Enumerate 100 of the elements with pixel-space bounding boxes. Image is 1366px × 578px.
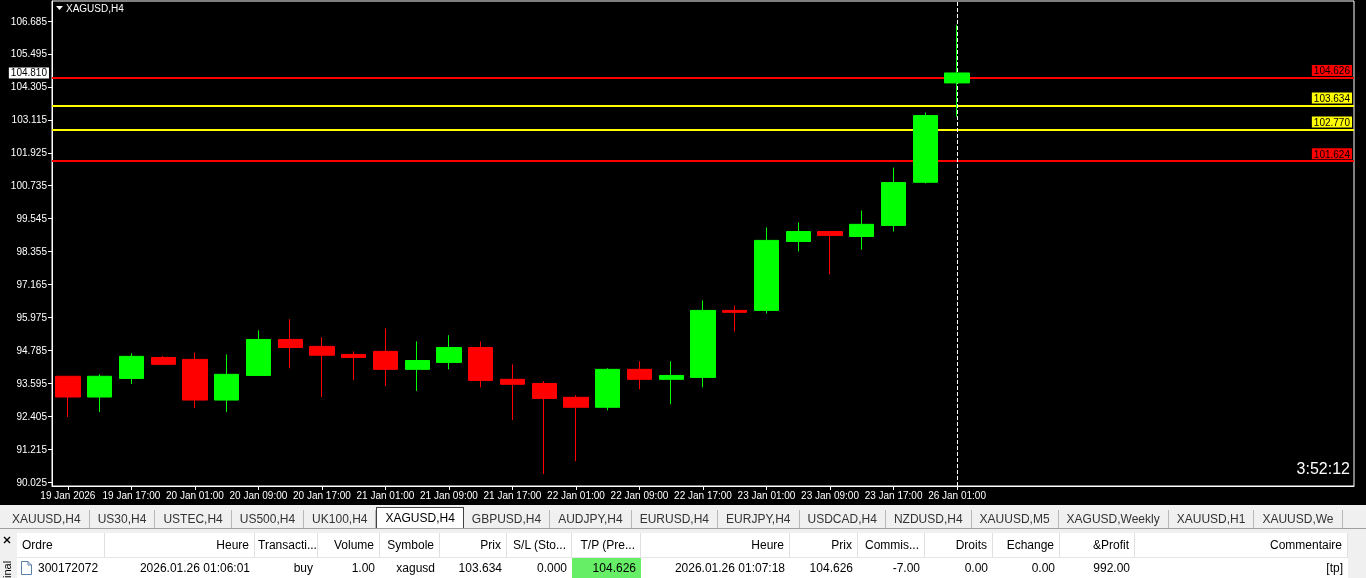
text: &Profit bbox=[1060, 533, 1135, 557]
x-tick-label: 26 Jan 01:00 bbox=[928, 489, 987, 501]
y-tick-label: 101.925 bbox=[10, 147, 48, 159]
text: AUDJPY,H4 bbox=[550, 510, 632, 528]
text: XAUUSD,H4 bbox=[4, 510, 90, 528]
y-tick-label: 98.355 bbox=[16, 246, 48, 258]
y-tick-label: 90.025 bbox=[16, 476, 48, 488]
text: 103.634 bbox=[440, 558, 507, 578]
x-tick-label: 23 Jan 01:00 bbox=[737, 489, 796, 501]
ref-line-label: 102.770 bbox=[1313, 116, 1351, 128]
text: Prix bbox=[440, 533, 507, 557]
text: 3:52:12 bbox=[1296, 459, 1351, 477]
candlestick bbox=[944, 24, 970, 118]
text: USDCAD,H4 bbox=[799, 510, 886, 528]
text: XAUUSD,M5 bbox=[971, 510, 1059, 528]
x-tick-label: 21 Jan 17:00 bbox=[483, 489, 542, 501]
text: EURJPY,H4 bbox=[718, 510, 800, 528]
y-tick-label: 92.405 bbox=[16, 410, 48, 422]
candlestick bbox=[405, 340, 430, 392]
candlestick bbox=[182, 351, 208, 409]
candlestick bbox=[913, 112, 938, 184]
x-tick-label: 23 Jan 09:00 bbox=[801, 489, 860, 501]
text: T/P (Pre... bbox=[572, 533, 641, 557]
text: 104.810 bbox=[10, 67, 48, 79]
candlestick bbox=[500, 363, 525, 421]
y-tick-label: 103.115 bbox=[11, 114, 48, 126]
x-tick-label: 23 Jan 17:00 bbox=[864, 489, 923, 501]
text: 2026.01.26 01:07:18 bbox=[641, 558, 790, 578]
text: -7.00 bbox=[858, 558, 925, 578]
text: xagusd bbox=[380, 558, 440, 578]
text: 104.626 bbox=[572, 558, 641, 578]
text: Transacti... bbox=[255, 533, 318, 557]
text: Heure bbox=[105, 533, 255, 557]
x-tick-label: 19 Jan 17:00 bbox=[102, 489, 161, 501]
candlestick bbox=[627, 360, 652, 390]
y-tick-label: 99.545 bbox=[16, 213, 48, 225]
text: 300172072 bbox=[17, 558, 105, 578]
ref-line-label: 101.624 bbox=[1313, 148, 1351, 160]
text: US500,H4 bbox=[231, 510, 305, 528]
candlestick bbox=[278, 318, 303, 369]
candlestick bbox=[595, 367, 620, 411]
x-tick-label: 21 Jan 01:00 bbox=[356, 489, 415, 501]
ref-line-label: 104.626 bbox=[1313, 65, 1351, 77]
text: 0.000 bbox=[507, 558, 572, 578]
x-tick-label: 20 Jan 01:00 bbox=[165, 489, 225, 501]
text: buy bbox=[255, 558, 318, 578]
candlestick bbox=[214, 353, 239, 413]
text: Commentaire bbox=[1135, 533, 1348, 557]
x-tick-label: 21 Jan 09:00 bbox=[420, 489, 479, 501]
y-tick-label: 106.685 bbox=[10, 15, 48, 27]
text: Volume bbox=[318, 533, 380, 557]
text: Echange bbox=[993, 533, 1060, 557]
text: US30,H4 bbox=[89, 510, 156, 528]
chart-title: XAGUSD,H4 bbox=[66, 2, 125, 14]
text: XAGUSD,Weekly bbox=[1058, 510, 1169, 528]
text: 0.00 bbox=[993, 558, 1060, 578]
y-tick-label: 93.595 bbox=[16, 377, 48, 389]
y-tick-label: 94.785 bbox=[16, 344, 48, 356]
y-tick-label: 100.735 bbox=[10, 180, 48, 192]
candlestick bbox=[309, 336, 335, 398]
text: [tp] bbox=[1135, 558, 1348, 578]
text: NZDUSD,H4 bbox=[885, 510, 972, 528]
text: Symbole bbox=[380, 533, 440, 557]
candlestick bbox=[468, 340, 493, 388]
text: inal bbox=[1, 560, 13, 578]
candlestick bbox=[659, 360, 684, 405]
y-tick-label: 95.975 bbox=[16, 311, 48, 323]
text: 992.00 bbox=[1060, 558, 1135, 578]
text: Droits bbox=[925, 533, 993, 557]
x-tick-label: 20 Jan 09:00 bbox=[229, 489, 288, 501]
text: 1.00 bbox=[318, 558, 380, 578]
x-tick-label: 22 Jan 09:00 bbox=[610, 489, 669, 501]
y-tick-label: 105.495 bbox=[10, 48, 48, 60]
text: Ordre bbox=[17, 533, 105, 557]
candlestick bbox=[786, 221, 811, 252]
text: XAUUSD,We bbox=[1254, 510, 1343, 528]
candlestick bbox=[55, 375, 81, 418]
candlestick bbox=[436, 334, 462, 370]
candlestick bbox=[817, 231, 843, 275]
y-tick-label: 97.165 bbox=[16, 279, 48, 291]
x-tick-label: 22 Jan 17:00 bbox=[674, 489, 733, 501]
x-tick-label: 22 Jan 01:00 bbox=[547, 489, 606, 501]
text: XAGUSD,H4 bbox=[376, 507, 464, 528]
candlestick bbox=[881, 167, 906, 233]
x-tick-label: 20 Jan 17:00 bbox=[293, 489, 352, 501]
y-tick-label: 104.305 bbox=[10, 81, 48, 93]
candlestick bbox=[722, 304, 747, 332]
text: GBPUSD,H4 bbox=[463, 510, 551, 528]
text: UK100,H4 bbox=[304, 510, 377, 528]
text: Prix bbox=[790, 533, 858, 557]
text: USTEC,H4 bbox=[155, 510, 232, 528]
x-tick-label: 19 Jan 2026 bbox=[40, 489, 96, 501]
text: 0.00 bbox=[925, 558, 993, 578]
candlestick bbox=[754, 226, 779, 314]
candlestick bbox=[119, 352, 144, 385]
text: EURUSD,H4 bbox=[631, 510, 719, 528]
candlestick bbox=[849, 210, 874, 251]
candlestick bbox=[532, 380, 557, 475]
candlestick bbox=[151, 355, 176, 365]
text: Heure bbox=[641, 533, 790, 557]
